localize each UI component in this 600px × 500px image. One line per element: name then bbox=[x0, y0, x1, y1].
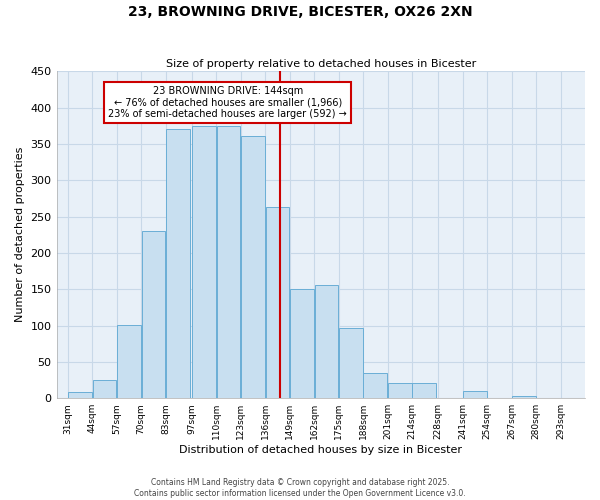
Text: Contains HM Land Registry data © Crown copyright and database right 2025.
Contai: Contains HM Land Registry data © Crown c… bbox=[134, 478, 466, 498]
Bar bbox=[290, 289, 314, 398]
Bar bbox=[217, 126, 241, 398]
Bar bbox=[314, 285, 338, 398]
Bar bbox=[92, 380, 116, 398]
Bar bbox=[512, 396, 536, 398]
Text: 23, BROWNING DRIVE, BICESTER, OX26 2XN: 23, BROWNING DRIVE, BICESTER, OX26 2XN bbox=[128, 5, 472, 19]
Bar bbox=[166, 130, 190, 398]
Text: 23 BROWNING DRIVE: 144sqm
← 76% of detached houses are smaller (1,966)
23% of se: 23 BROWNING DRIVE: 144sqm ← 76% of detac… bbox=[109, 86, 347, 119]
Bar bbox=[364, 374, 387, 398]
Title: Size of property relative to detached houses in Bicester: Size of property relative to detached ho… bbox=[166, 59, 476, 69]
Bar bbox=[388, 383, 412, 398]
X-axis label: Distribution of detached houses by size in Bicester: Distribution of detached houses by size … bbox=[179, 445, 462, 455]
Y-axis label: Number of detached properties: Number of detached properties bbox=[15, 147, 25, 322]
Bar bbox=[193, 126, 216, 398]
Bar bbox=[142, 231, 165, 398]
Bar bbox=[266, 207, 289, 398]
Bar bbox=[117, 325, 141, 398]
Bar bbox=[339, 328, 363, 398]
Bar bbox=[463, 391, 487, 398]
Bar bbox=[68, 392, 92, 398]
Bar bbox=[412, 383, 436, 398]
Bar bbox=[241, 136, 265, 398]
